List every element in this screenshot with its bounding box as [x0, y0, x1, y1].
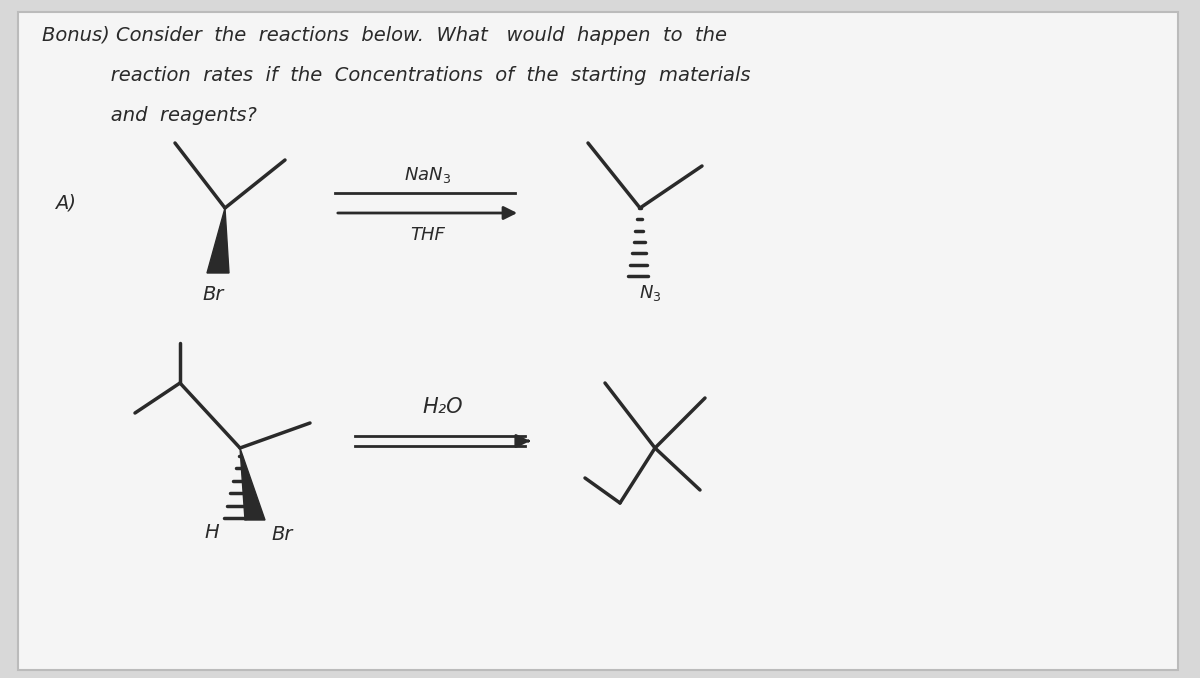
Text: Br: Br [203, 285, 223, 304]
Text: N$_3$: N$_3$ [638, 283, 661, 303]
Polygon shape [206, 208, 229, 273]
Text: H: H [205, 523, 220, 542]
Text: NaN$_3$: NaN$_3$ [404, 165, 451, 185]
Text: A): A) [55, 193, 76, 212]
Text: Br: Br [271, 525, 293, 544]
Text: Bonus) Consider  the  reactions  below.  What   would  happen  to  the: Bonus) Consider the reactions below. Wha… [42, 26, 727, 45]
Text: reaction  rates  if  the  Concentrations  of  the  starting  materials: reaction rates if the Concentrations of … [42, 66, 750, 85]
Text: H₂O: H₂O [422, 397, 463, 417]
Text: and  reagents?: and reagents? [42, 106, 257, 125]
FancyBboxPatch shape [18, 12, 1178, 670]
Text: THF: THF [410, 226, 445, 244]
Polygon shape [240, 448, 265, 520]
